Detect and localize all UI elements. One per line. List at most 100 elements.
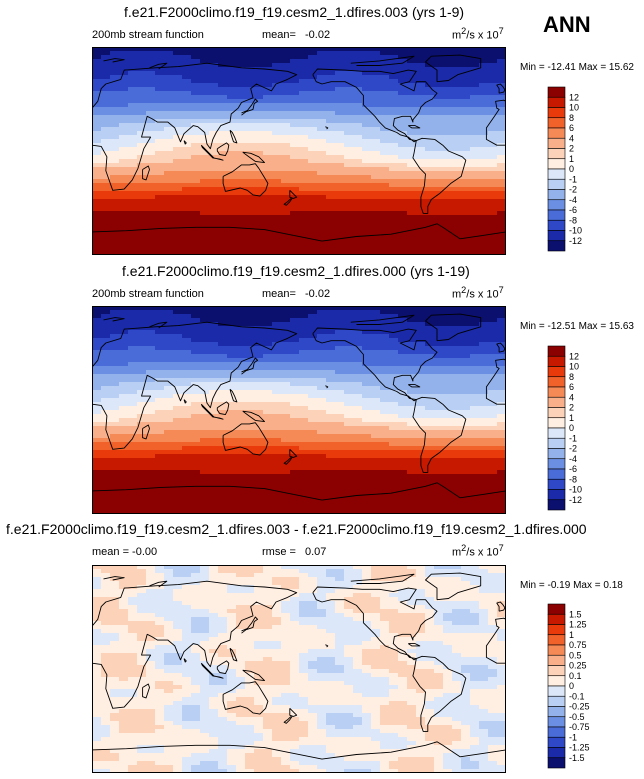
field-cell (335, 402, 345, 407)
field-cell (146, 458, 156, 463)
field-cell (335, 183, 345, 188)
field-cell (182, 422, 192, 427)
field-cell (137, 398, 147, 403)
field-cell (182, 410, 192, 415)
field-cell (110, 83, 120, 88)
field-cell (497, 187, 506, 192)
field-cell (137, 510, 147, 514)
field-cell (335, 203, 345, 208)
field-cell (281, 163, 291, 168)
field-cell (326, 470, 336, 475)
field-cell (497, 406, 506, 411)
field-cell (461, 446, 471, 451)
field-cell (353, 382, 363, 387)
field-cell (497, 59, 506, 64)
field-cell (182, 326, 192, 331)
coastline (183, 399, 187, 404)
field-cell (281, 231, 291, 236)
field-cell (425, 318, 435, 323)
field-cell (380, 422, 390, 427)
field-cell (227, 183, 237, 188)
field-cell (290, 569, 300, 574)
field-cell (497, 494, 506, 499)
field-cell (254, 59, 264, 64)
field-cell (290, 207, 300, 212)
field-cell (353, 362, 363, 367)
field-cell (380, 398, 390, 403)
field-cell (299, 143, 309, 148)
field-cell (146, 442, 156, 447)
field-cell (317, 342, 327, 347)
field-cell (344, 426, 354, 431)
field-cell (263, 394, 273, 399)
field-cell (254, 498, 264, 503)
field-cell (353, 159, 363, 164)
field-cell (362, 79, 372, 84)
field-cell (254, 478, 264, 483)
field-cell (308, 346, 318, 351)
field-cell (155, 470, 165, 475)
field-cell (317, 450, 327, 455)
field-cell (119, 179, 129, 184)
coastline (142, 165, 150, 181)
field-cell (164, 390, 174, 395)
field-cell (425, 330, 435, 335)
field-cell (164, 342, 174, 347)
field-cell (146, 95, 156, 100)
field-cell (362, 111, 372, 116)
field-cell (281, 378, 291, 383)
field-cell (128, 143, 138, 148)
field-cell (290, 55, 300, 60)
field-cell (416, 231, 426, 236)
field-cell (209, 163, 219, 168)
field-cell (317, 462, 327, 467)
field-cell (254, 338, 264, 343)
field-cell (299, 346, 309, 351)
field-cell (371, 466, 381, 471)
field-cell (398, 470, 408, 475)
field-cell (110, 67, 120, 72)
field-cell (263, 474, 273, 479)
field-cell (281, 318, 291, 323)
field-cell (344, 342, 354, 347)
field-cell (362, 370, 372, 375)
field-cell (146, 215, 156, 220)
field-cell (155, 75, 165, 80)
field-cell (416, 366, 426, 371)
field-cell (362, 191, 372, 196)
field-cell (461, 83, 471, 88)
field-cell (182, 207, 192, 212)
field-cell (353, 354, 363, 359)
field-cell (488, 95, 498, 100)
field-cell (101, 151, 111, 156)
field-cell (290, 63, 300, 68)
field-cell (137, 111, 147, 116)
field-cell (479, 458, 489, 463)
field-cell (290, 446, 300, 451)
field-cell (227, 362, 237, 367)
field-cell (416, 235, 426, 240)
field-cell (155, 422, 165, 427)
field-cell (155, 71, 165, 76)
field-cell (398, 322, 408, 327)
field-cell (299, 199, 309, 204)
field-cell (488, 87, 498, 92)
field-cell (254, 318, 264, 323)
field-cell (218, 223, 228, 228)
field-cell (146, 438, 156, 443)
field-cell (452, 474, 462, 479)
field-cell (299, 59, 309, 64)
field-cell (362, 131, 372, 136)
field-cell (137, 103, 147, 108)
field-cell (245, 446, 255, 451)
field-cell (200, 418, 210, 423)
field-cell (200, 422, 210, 427)
field-cell (335, 358, 345, 363)
field-cell (236, 434, 246, 439)
field-cell (398, 474, 408, 479)
field-cell (137, 450, 147, 455)
field-cell (488, 466, 498, 471)
field-cell (461, 334, 471, 339)
field-cell (101, 350, 111, 355)
field-cell (218, 502, 228, 507)
